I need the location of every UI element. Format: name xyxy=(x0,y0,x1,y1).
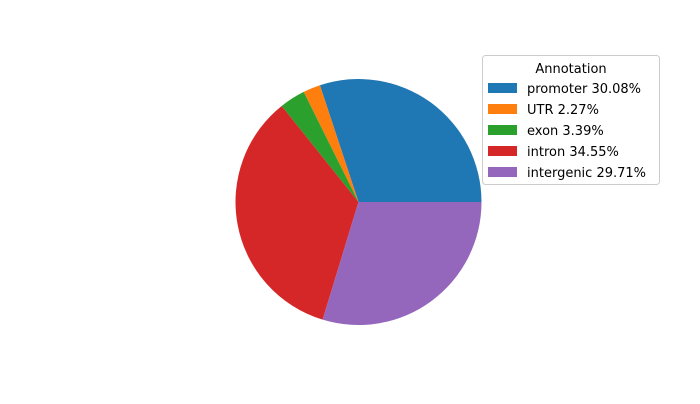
pie-slice-intron xyxy=(235,105,359,320)
legend-title: Annotation xyxy=(535,62,606,77)
legend-frame xyxy=(482,55,660,185)
legend: Annotation promoter 30.08% UTR 2.27% exon … xyxy=(482,55,660,185)
legend-swatch-promoter xyxy=(488,83,517,93)
legend-label-exon: exon 3.39% xyxy=(527,124,604,139)
pie-slice-intergenic xyxy=(322,202,482,325)
legend-swatch-intron xyxy=(488,146,517,156)
legend-label-UTR: UTR 2.27% xyxy=(527,103,599,118)
pie-slice-exon xyxy=(281,91,359,202)
legend-label-intron: intron 34.55% xyxy=(527,145,619,160)
pie-slice-promoter xyxy=(319,78,482,202)
legend-label-promoter: promoter 30.08% xyxy=(527,82,641,97)
pie-slice-UTR xyxy=(303,85,359,202)
legend-swatch-intergenic xyxy=(488,167,517,177)
legend-swatch-exon xyxy=(488,125,517,135)
legend-swatch-UTR xyxy=(488,104,517,114)
pie-slices xyxy=(235,78,482,325)
legend-label-intergenic: intergenic 29.71% xyxy=(527,166,646,181)
